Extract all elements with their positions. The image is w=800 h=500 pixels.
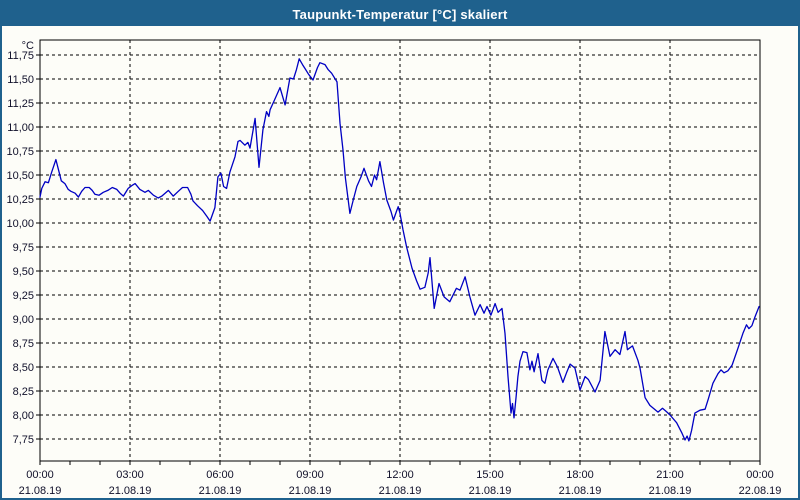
y-tick-label: 7,75 bbox=[13, 434, 34, 446]
y-tick-label: 9,75 bbox=[13, 242, 34, 254]
x-date-label: 21.08.19 bbox=[199, 485, 242, 497]
x-date-label: 21.08.19 bbox=[19, 485, 62, 497]
y-tick-label: 11,75 bbox=[7, 50, 34, 62]
x-time-label: 12:00 bbox=[386, 469, 414, 481]
x-date-label: 21.08.19 bbox=[379, 485, 422, 497]
x-time-label: 00:00 bbox=[746, 469, 774, 481]
x-time-label: 00:00 bbox=[26, 469, 54, 481]
x-time-label: 18:00 bbox=[566, 469, 594, 481]
y-tick-label: 9,00 bbox=[13, 314, 34, 326]
y-tick-label: 11,25 bbox=[7, 98, 34, 110]
y-tick-label: 8,25 bbox=[13, 386, 34, 398]
y-tick-label: 11,00 bbox=[7, 122, 34, 134]
x-time-label: 21:00 bbox=[656, 469, 684, 481]
y-tick-label: 11,50 bbox=[7, 74, 34, 86]
y-tick-label: 10,50 bbox=[6, 170, 34, 182]
y-tick-label: 8,75 bbox=[13, 338, 34, 350]
window-title: Taupunkt-Temperatur [°C] skaliert bbox=[292, 6, 508, 22]
y-tick-label: 10,75 bbox=[6, 146, 34, 158]
x-time-label: 15:00 bbox=[476, 469, 504, 481]
x-date-label: 22.08.19 bbox=[739, 485, 782, 497]
chart-canvas: 11,75 11,50 11,25 11,00 10,75 10,50 10,25 10,00… bbox=[6, 39, 782, 497]
x-date-label: 21.08.19 bbox=[469, 485, 512, 497]
y-tick-label: 9,50 bbox=[13, 266, 34, 278]
x-time-label: 06:00 bbox=[206, 469, 234, 481]
window-title-bar[interactable]: Taupunkt-Temperatur [°C] skaliert bbox=[2, 2, 798, 26]
y-tick-label: 10,25 bbox=[6, 194, 34, 206]
x-time-label: 03:00 bbox=[116, 469, 144, 481]
x-date-label: 21.08.19 bbox=[289, 485, 332, 497]
x-date-label: 21.08.19 bbox=[109, 485, 152, 497]
x-time-label: 09:00 bbox=[296, 469, 324, 481]
y-tick-label: 8,50 bbox=[13, 362, 34, 374]
y-tick-label: 10,00 bbox=[6, 218, 34, 230]
y-axis-unit-label: °C bbox=[22, 40, 34, 52]
x-date-label: 21.08.19 bbox=[559, 485, 602, 497]
y-tick-label: 8,00 bbox=[13, 410, 34, 422]
x-date-label: 21.08.19 bbox=[649, 485, 692, 497]
temperature-line bbox=[39, 58, 760, 442]
chart-area: 11,75 11,50 11,25 11,00 10,75 10,50 10,25 10,00… bbox=[2, 26, 798, 498]
y-tick-label: 9,25 bbox=[13, 290, 34, 302]
